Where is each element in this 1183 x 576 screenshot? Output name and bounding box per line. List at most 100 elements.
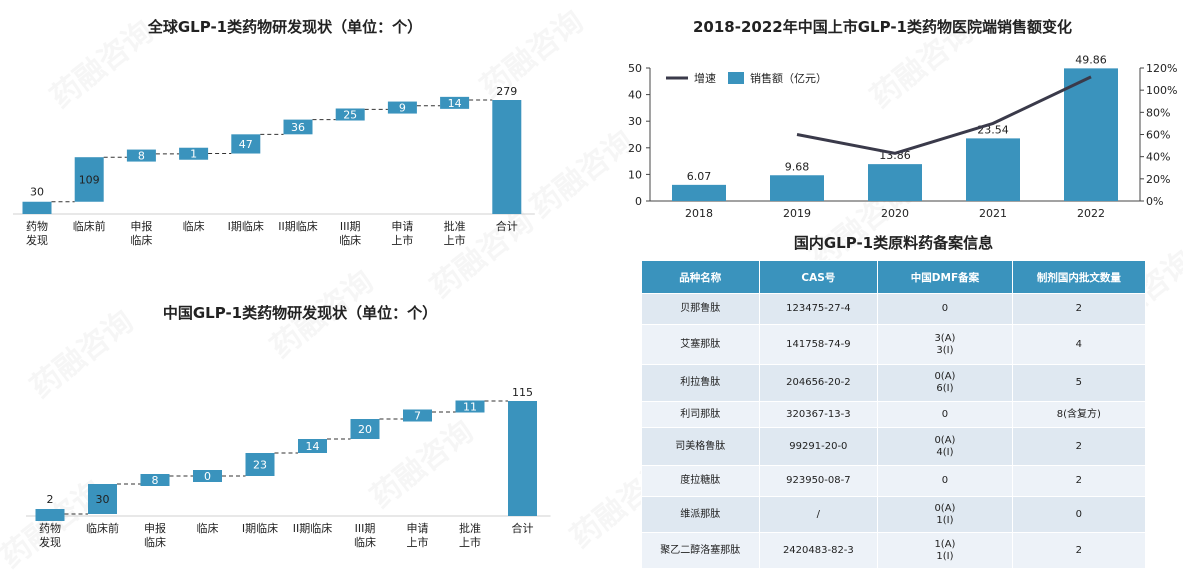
waterfall-value-label: 20 — [358, 423, 372, 436]
y-left-tick-label: 10 — [628, 168, 642, 181]
waterfall-bar — [298, 439, 327, 453]
sales-bar — [770, 175, 824, 201]
table-row: 维派那肽/ 0(A) 1(I) 0 — [641, 496, 1147, 533]
sales-bar — [868, 164, 922, 201]
table-cell-cas: / — [758, 496, 879, 533]
waterfall-value-label: 9 — [399, 102, 406, 115]
waterfall-bar — [283, 119, 313, 135]
y-right-tick-label: 100% — [1146, 84, 1177, 97]
table-cell-dmf: 1(A) 1(I) — [877, 532, 1013, 569]
table-cell-count: 2 — [1011, 465, 1147, 497]
category-tick-label: 申请上市 — [407, 522, 429, 549]
sales-bar-value-label: 49.86 — [1075, 53, 1107, 66]
y-right-tick-label: 40% — [1146, 151, 1170, 164]
waterfall-bar — [126, 149, 156, 162]
table-cell-cas: 99291-20-0 — [758, 427, 879, 466]
category-tick-label: II期临床 — [278, 219, 318, 233]
category-tick-label: 合计 — [512, 521, 534, 535]
growth-line — [796, 75, 1092, 155]
table-cell-name: 艾塞那肽 — [641, 324, 760, 365]
waterfall-value-label: 14 — [448, 97, 462, 110]
table-cell-dmf: 0 — [877, 465, 1013, 497]
waterfall-bar — [193, 470, 222, 482]
waterfall-value-label: 14 — [306, 440, 320, 453]
waterfall-value-label: 11 — [463, 401, 477, 414]
sales-bar — [966, 138, 1020, 201]
table-cell-count: 4 — [1011, 324, 1147, 365]
table-cell-count: 0 — [1011, 496, 1147, 533]
category-tick-label: 合计 — [496, 219, 518, 233]
waterfall-value-label: 47 — [239, 138, 253, 151]
table-row: 聚乙二醇洛塞那肽 2420483-82-3 1(A) 1(I) 2 — [641, 532, 1147, 569]
waterfall-value-label: 8 — [138, 150, 145, 163]
table-cell-dmf: 0(A) 6(I) — [877, 364, 1013, 402]
dmf-value: 0(A) — [934, 371, 956, 382]
category-tick-label: III期临床 — [339, 220, 361, 247]
dmf-value: 0 — [941, 303, 949, 314]
waterfall-value-label: 30 — [96, 493, 110, 506]
dmf-value: 0 — [941, 475, 949, 486]
table-title: 国内GLP-1类原料药备案信息 — [793, 234, 994, 252]
table-cell-name: 维派那肽 — [641, 496, 760, 533]
waterfall-value-label: 25 — [343, 109, 357, 122]
header-cas: CAS号 — [758, 260, 879, 294]
waterfall-value-label: 1 — [190, 148, 197, 161]
header-count: 制剂国内批文数量 — [1011, 260, 1147, 294]
table-row: 利拉鲁肽 204656-20-2 0(A) 6(I) 5 — [641, 364, 1147, 402]
waterfall-bar — [179, 147, 209, 160]
dmf-value: 1(A) — [934, 538, 956, 550]
table-row: 利司那肽 320367-13-3 0 8(含复方) — [641, 401, 1147, 428]
category-tick-label: 申报临床 — [130, 219, 152, 247]
dmf-value: 1(I) — [936, 514, 954, 526]
table-header-row: 品种名称 CAS号 中国DMF备案 制剂国内批文数量 — [641, 260, 1147, 294]
y-right-tick-label: 120% — [1146, 62, 1177, 75]
sales-bar — [672, 184, 726, 201]
category-tick-label: 申请上市 — [391, 220, 413, 247]
category-tick-label: 临床前 — [86, 521, 119, 535]
table-cell-name: 司美格鲁肽 — [641, 427, 760, 466]
category-tick-label: 药物发现 — [26, 219, 48, 247]
waterfall-bar — [387, 101, 417, 114]
waterfall-value-label: 7 — [414, 410, 421, 423]
waterfall-value-label: 23 — [253, 459, 267, 472]
waterfall-bar — [231, 134, 261, 154]
sales-chart-title: 2018-2022年中国上市GLP-1类药物医院端销售额变化 — [693, 18, 1072, 36]
waterfall-value-label: 30 — [30, 186, 44, 199]
waterfall-value-label: 2 — [47, 493, 54, 506]
dmf-value: 6(I) — [936, 383, 954, 394]
y-right-tick-label: 0% — [1146, 195, 1163, 208]
y-right-tick-label: 20% — [1146, 173, 1170, 186]
dmf-value: 4(I) — [936, 446, 954, 458]
category-tick-label: III期临床 — [354, 522, 376, 549]
x-tick-label: 2019 — [783, 207, 811, 220]
y-left-tick-label: 50 — [628, 62, 642, 75]
waterfall-bar — [88, 484, 117, 514]
dmf-value: 0(A) — [934, 502, 956, 514]
table-cell-count: 2 — [1011, 532, 1147, 569]
sales-bar-value-label: 9.68 — [785, 160, 810, 173]
table-cell-name: 利拉鲁肽 — [641, 364, 760, 402]
dmf-value: 3(A) — [934, 332, 956, 344]
header-dmf: 中国DMF备案 — [877, 260, 1013, 294]
table-cell-count: 5 — [1011, 364, 1147, 402]
waterfall-bar — [455, 400, 485, 413]
legend-sales-label: 销售额（亿元） — [750, 71, 827, 85]
y-left-tick-label: 20 — [628, 142, 642, 155]
legend-bar-swatch — [728, 72, 744, 84]
category-tick-label: 批准上市 — [459, 521, 481, 549]
table-cell-dmf: 0 — [877, 401, 1013, 428]
sales-bar-value-label: 6.07 — [687, 170, 712, 183]
dmf-value: 1(I) — [936, 550, 954, 562]
y-right-tick-label: 60% — [1146, 129, 1170, 142]
china-chart-title: 中国GLP-1类药物研发现状（单位：个） — [162, 304, 438, 322]
dmf-value: 0(A) — [934, 434, 956, 446]
category-tick-label: 申报临床 — [144, 521, 166, 549]
waterfall-bar — [140, 474, 170, 486]
table-cell-cas: 204656-20-2 — [758, 364, 879, 402]
dmf-value: 3(I) — [936, 344, 954, 356]
waterfall-bar — [350, 419, 380, 439]
x-tick-label: 2020 — [881, 207, 909, 220]
y-left-tick-label: 0 — [635, 195, 642, 208]
category-tick-label: 临床前 — [73, 219, 106, 233]
waterfall-bar — [335, 108, 365, 121]
